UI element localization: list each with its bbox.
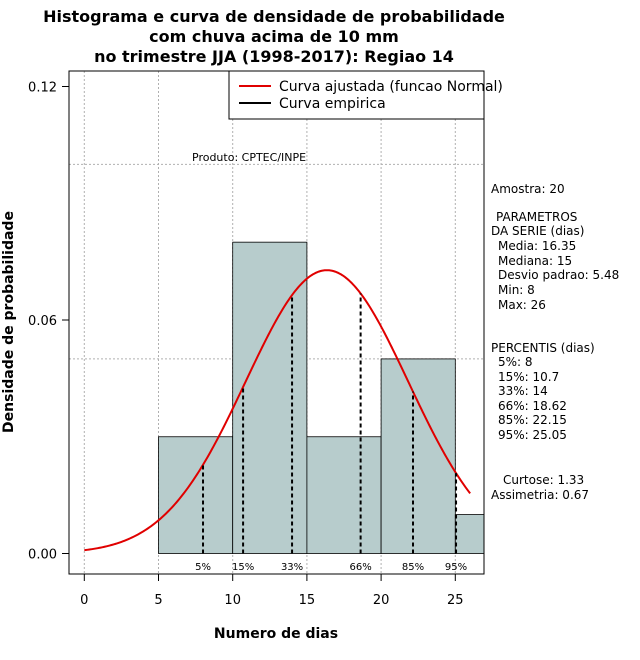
stat-p15: 15%: 10.7 bbox=[498, 370, 559, 384]
legend-label-empirical: Curva empirica bbox=[279, 96, 386, 112]
x-tick-label-15: 15 bbox=[299, 593, 316, 608]
stat-p66: 66%: 18.62 bbox=[498, 399, 567, 413]
chart-title-line-1: Histograma e curva de densidade de proba… bbox=[43, 7, 505, 26]
stat-params-header-2: DA SERIE (dias) bbox=[491, 224, 584, 238]
stat-min: Min: 8 bbox=[498, 283, 535, 297]
percentile-label-95: 95% bbox=[445, 562, 467, 573]
legend: Curva ajustada (funcao Normal) Curva emp… bbox=[228, 70, 503, 120]
y-axis: 0.00 0.06 0.12 bbox=[28, 81, 70, 563]
y-tick-label-0: 0.00 bbox=[28, 548, 57, 563]
stat-mean: Media: 16.35 bbox=[498, 239, 576, 253]
stat-p95: 95%: 25.05 bbox=[498, 428, 567, 442]
stat-skewness: Assimetria: 0.67 bbox=[491, 488, 589, 502]
stat-median: Mediana: 15 bbox=[498, 254, 572, 268]
stat-max: Max: 26 bbox=[498, 298, 546, 312]
product-annotation: Produto: CPTEC/INPE bbox=[192, 151, 306, 164]
x-tick-label-10: 10 bbox=[224, 593, 241, 608]
stat-kurtosis: Curtose: 1.33 bbox=[503, 473, 584, 487]
stats-panel: Amostra: 20 PARAMETROS DA SERIE (dias) M… bbox=[491, 182, 619, 502]
x-tick-label-20: 20 bbox=[373, 593, 390, 608]
y-tick-label-2: 0.12 bbox=[28, 81, 57, 96]
x-axis-label: Numero de dias bbox=[214, 626, 338, 642]
percentile-label-5: 5% bbox=[195, 562, 211, 573]
histogram-bar-2 bbox=[306, 436, 382, 554]
percentile-label-66: 66% bbox=[350, 562, 372, 573]
y-tick-label-1: 0.06 bbox=[28, 314, 57, 329]
normal-fit-curve bbox=[84, 269, 471, 552]
percentile-label-33: 33% bbox=[281, 562, 303, 573]
stat-params-header-1: PARAMETROS bbox=[496, 210, 577, 224]
stat-p85: 85%: 22.15 bbox=[498, 413, 567, 427]
histogram-bar-1 bbox=[232, 241, 308, 554]
stat-p5: 5%: 8 bbox=[498, 355, 533, 369]
stat-p33: 33%: 14 bbox=[498, 384, 548, 398]
stat-sample: Amostra: 20 bbox=[491, 182, 565, 196]
y-axis-label: Densidade de probabilidade bbox=[1, 211, 17, 433]
percentile-markers: 5% 15% 33% 66% 85% 95% bbox=[195, 293, 467, 573]
histogram-bar-4 bbox=[454, 514, 485, 554]
histogram-bar-3 bbox=[380, 358, 456, 554]
chart-title-line-3: no trimestre JJA (1998-2017): Regiao 14 bbox=[94, 47, 454, 66]
legend-box bbox=[228, 70, 485, 120]
percentile-label-85: 85% bbox=[402, 562, 424, 573]
chart-title-line-2: com chuva acima de 10 mm bbox=[149, 27, 399, 46]
stat-stddev: Desvio padrao: 5.48 bbox=[498, 268, 619, 282]
x-tick-label-25: 25 bbox=[447, 593, 464, 608]
x-tick-label-0: 0 bbox=[80, 593, 88, 608]
histogram-bar-0 bbox=[158, 436, 234, 554]
percentile-label-15: 15% bbox=[232, 562, 254, 573]
histogram-bars bbox=[158, 241, 485, 554]
stat-percentis-header: PERCENTIS (dias) bbox=[491, 341, 595, 355]
x-axis: 0 5 10 15 20 25 bbox=[80, 573, 464, 608]
normal-curve-layer bbox=[84, 269, 471, 552]
x-tick-label-5: 5 bbox=[154, 593, 162, 608]
legend-label-fitted: Curva ajustada (funcao Normal) bbox=[279, 79, 503, 95]
